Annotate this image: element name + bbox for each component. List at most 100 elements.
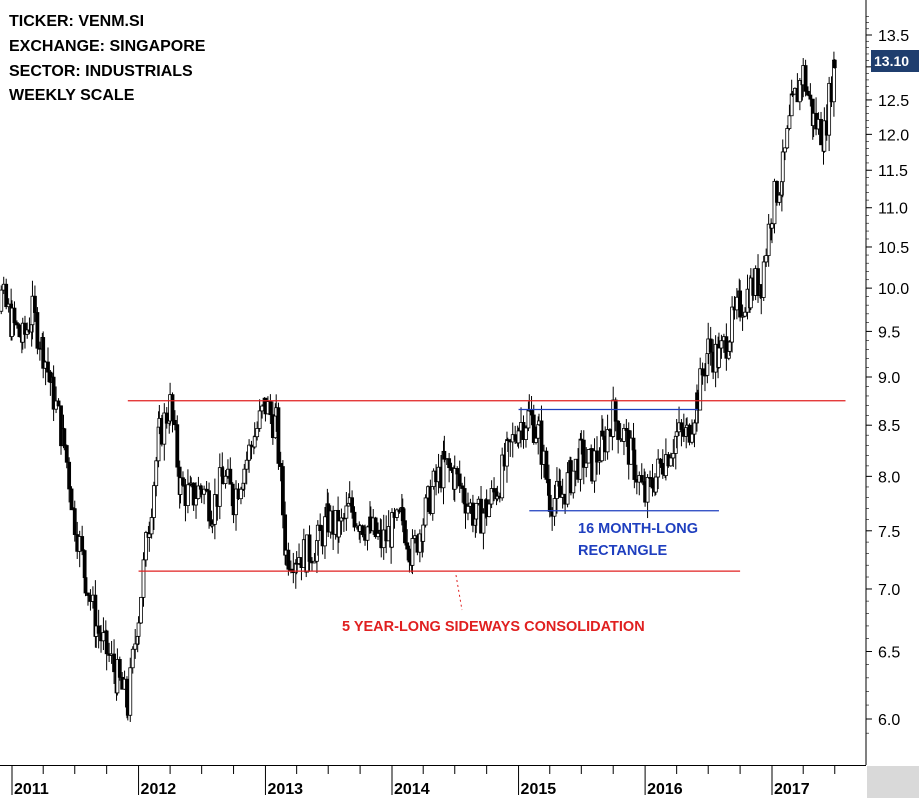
candle-body (130, 648, 135, 669)
y-tick-label: 7.0 (878, 582, 900, 599)
candle-body (698, 368, 703, 411)
ticker-label: TICKER: VENM.SI (9, 13, 145, 30)
candle-body (278, 462, 283, 467)
candle-body (152, 485, 156, 518)
candle-body (72, 508, 77, 535)
x-tick-label: 2015 (521, 781, 557, 798)
candle-body (170, 394, 175, 421)
rectangle-annotation-line1: 16 MONTH-LONG (578, 521, 699, 537)
candle-body (534, 437, 538, 443)
candle-body (403, 520, 407, 544)
candle-body (112, 653, 116, 673)
candle-body (708, 338, 713, 353)
exchange-label: EXCHANGE: SINGAPORE (9, 38, 206, 55)
candle-body (743, 311, 747, 317)
x-tick-label: 2017 (774, 781, 810, 798)
candle-body (365, 526, 370, 541)
y-tick-label: 11.0 (878, 201, 908, 218)
candle-body (806, 90, 810, 96)
candle-body (489, 488, 494, 505)
candle-body (46, 361, 50, 373)
candle-body (717, 347, 721, 368)
y-tick-label: 8.5 (878, 418, 900, 435)
y-tick-label: 13.5 (878, 28, 909, 45)
candle-body (595, 450, 599, 463)
candle-body (162, 412, 167, 445)
candle-body (600, 430, 605, 437)
candle-body (605, 429, 610, 453)
candle-body (228, 468, 233, 485)
candle-body (500, 454, 505, 499)
x-tick-label: 2016 (647, 781, 683, 798)
candle-body (276, 407, 281, 464)
candle-body (671, 453, 676, 459)
candle-body (581, 439, 586, 468)
y-tick-label: 9.0 (878, 370, 900, 387)
candle-body (579, 438, 584, 441)
x-tick-label: 2012 (141, 781, 177, 798)
candle-body (423, 497, 428, 526)
candle-body (318, 524, 323, 532)
candle-body (212, 494, 217, 525)
candle-body (149, 517, 154, 535)
candle-body (730, 306, 734, 343)
candle-body (430, 486, 435, 514)
x-axis: 2011 2012 2013 2014 2015 2016 2017 (0, 765, 919, 798)
candle-body (257, 410, 262, 429)
candle-body (777, 194, 782, 203)
candle-body (17, 324, 22, 338)
candle-body (756, 268, 760, 297)
candle-body (23, 322, 27, 335)
sector-label: SECTOR: INDUSTRIALS (9, 63, 193, 80)
candle-body (738, 290, 743, 318)
candle-body (492, 488, 496, 493)
candle-body (104, 630, 109, 655)
candle-body (56, 400, 61, 407)
y-tick-label: 12.0 (878, 127, 909, 144)
candle-body (242, 468, 247, 484)
candle-body (376, 532, 380, 538)
candle-body (244, 459, 249, 470)
candle-body (35, 312, 40, 349)
candle-body (787, 115, 792, 129)
y-tick-label: 8.0 (878, 469, 900, 486)
candle-body (516, 430, 521, 444)
candle-body (639, 475, 644, 483)
candle-body (286, 549, 291, 570)
y-tick-label: 9.5 (878, 324, 900, 341)
candle-body (41, 337, 46, 369)
candle-body (191, 482, 196, 506)
candle-body (565, 472, 570, 505)
candle-body (141, 559, 146, 598)
candle-body (650, 477, 655, 489)
candle-body (69, 488, 74, 511)
candle-body (117, 659, 122, 678)
candle-body (223, 475, 228, 484)
candle-body (202, 488, 207, 495)
candle-body (653, 476, 658, 493)
candle-body (12, 307, 17, 324)
y-tick-label: 7.5 (878, 524, 900, 541)
candle-body (15, 322, 19, 326)
candle-body (390, 512, 394, 548)
candle-body (407, 548, 412, 563)
candle-body (417, 533, 422, 553)
candle-body (526, 409, 531, 429)
candle-body (616, 420, 621, 440)
candle-body (67, 461, 72, 490)
candle-body (700, 368, 705, 376)
candle-body (734, 296, 739, 311)
candle-body (33, 295, 37, 313)
candle-body (775, 180, 779, 203)
candle-body (797, 80, 802, 103)
candle-body (181, 477, 185, 486)
candle-body (679, 422, 684, 430)
candle-body (59, 405, 63, 447)
candle-body (544, 450, 549, 480)
candle-body (624, 428, 629, 431)
candle-body (51, 376, 56, 410)
candle-body (656, 458, 661, 478)
candle-body (808, 94, 813, 100)
candle-body (770, 223, 774, 229)
candle-body (668, 457, 673, 467)
